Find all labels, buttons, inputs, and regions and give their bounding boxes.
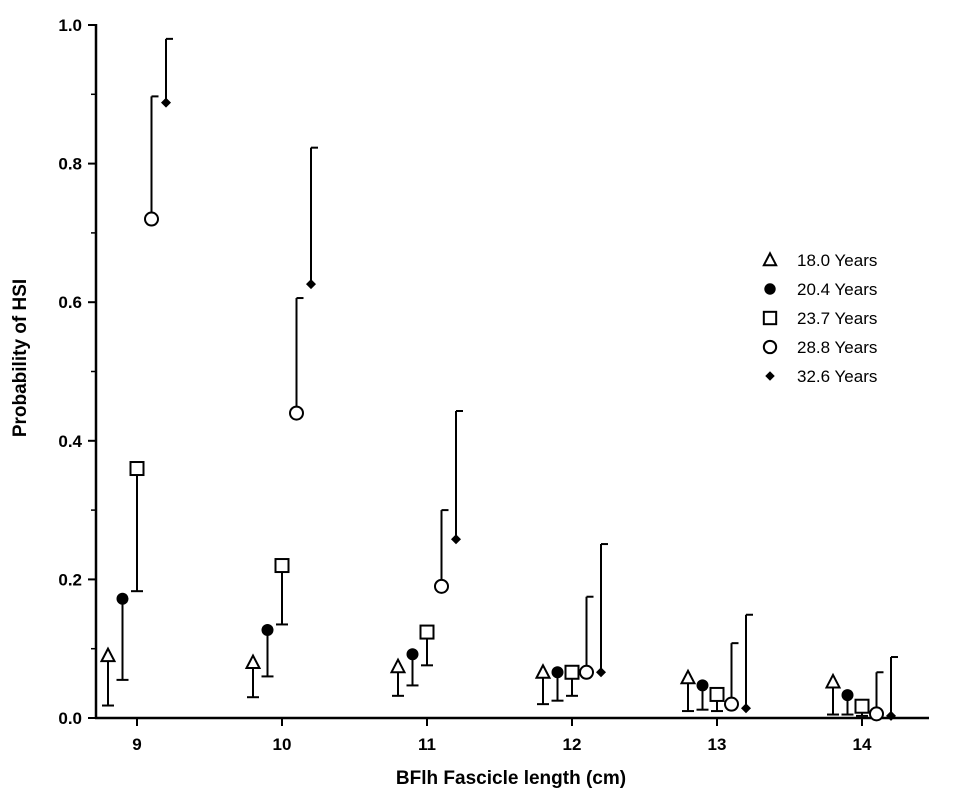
x-tick-label: 14 [853, 735, 872, 754]
square-marker [564, 664, 580, 680]
diamond-marker [886, 710, 896, 721]
square-marker [709, 686, 725, 702]
diamond-marker [741, 703, 751, 714]
open-circle-marker [579, 664, 594, 680]
open-circle-marker [289, 405, 304, 421]
y-tick-label: 1.0 [58, 16, 82, 35]
filled-circle-marker [551, 666, 564, 679]
triangle-marker [389, 657, 407, 674]
legend-label: 20.4 Years [797, 280, 877, 299]
y-tick-label: 0.6 [58, 293, 82, 312]
square-marker [419, 624, 435, 640]
square-marker [274, 558, 290, 574]
series-18-0-years [99, 646, 842, 716]
triangle-marker [244, 653, 262, 670]
filled-circle-marker [696, 679, 709, 692]
triangle-marker [534, 663, 552, 679]
diamond-marker [765, 371, 775, 381]
legend-label: 28.8 Years [797, 338, 877, 357]
legend: 18.0 Years 20.4 Years 23.7 Years 28.8 Years… [762, 251, 877, 386]
y-tick-label: 0.8 [58, 155, 82, 174]
y-tick-label: 0.4 [58, 432, 82, 451]
open-circle-marker [144, 211, 159, 227]
x-tick-label: 13 [708, 735, 727, 754]
x-axis-title: BFlh Fascicle length (cm) [396, 768, 626, 789]
filled-circle-marker [406, 648, 419, 661]
diamond-marker [596, 667, 606, 678]
square-marker [762, 310, 778, 326]
triangle-marker [762, 251, 778, 267]
filled-circle-marker [116, 592, 129, 605]
filled-circle-marker [261, 623, 274, 636]
y-tick-label: 0.0 [58, 709, 82, 728]
chart-marks [99, 37, 898, 722]
open-circle-marker [724, 696, 739, 712]
triangle-marker [679, 668, 697, 685]
square-marker [854, 698, 870, 714]
series-32-6-years [161, 37, 898, 721]
axes: 0.0 0.2 0.4 0.6 0.8 1.0 9 10 11 12 13 14 [58, 16, 929, 754]
x-tick-label: 10 [273, 735, 292, 754]
legend-label: 18.0 Years [797, 251, 877, 270]
series-23-7-years [129, 461, 870, 717]
open-circle-marker [869, 706, 884, 722]
diamond-marker [451, 534, 461, 545]
open-circle-marker [762, 339, 778, 355]
x-tick-label: 9 [132, 735, 141, 754]
triangle-marker [824, 672, 842, 689]
diamond-marker [306, 279, 316, 290]
filled-circle-marker [841, 689, 854, 702]
series-28-8-years [144, 95, 884, 722]
open-circle-marker [434, 578, 449, 594]
diamond-marker [161, 97, 171, 108]
y-axis-title: Probability of HSI [10, 279, 31, 437]
square-marker [129, 461, 145, 477]
legend-label: 32.6 Years [797, 367, 877, 386]
legend-label: 23.7 Years [797, 309, 877, 328]
x-tick-label: 12 [563, 735, 582, 754]
y-tick-label: 0.2 [58, 570, 82, 589]
x-tick-label: 11 [418, 735, 436, 754]
filled-circle-marker [764, 283, 776, 295]
series-20-4-years [116, 592, 854, 716]
triangle-marker [99, 646, 117, 663]
